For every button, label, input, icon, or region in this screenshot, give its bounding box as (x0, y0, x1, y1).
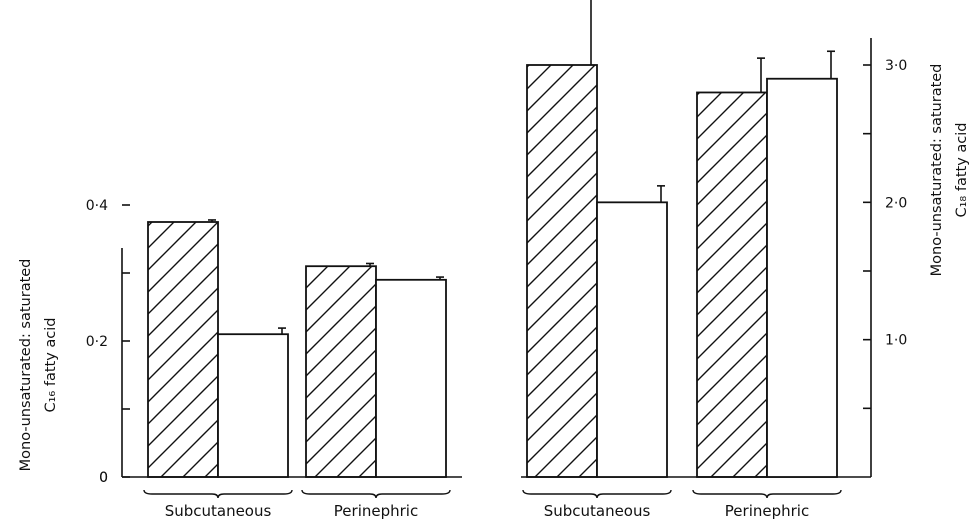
c18-y-tick-label: 3·0 (885, 58, 907, 74)
c18-bar-hatched-perinephric (696, 91, 768, 478)
c18-brace-subcutaneous (522, 489, 672, 499)
c16-brace-subcutaneous (143, 489, 293, 499)
c18-y-tick-label: 2·0 (885, 195, 907, 211)
c18-category-label-perinephric: Perinephric (725, 502, 809, 520)
c16-category-braces: Subcutaneous Perinephric (143, 489, 451, 520)
c16-category-label-subcutaneous: Subcutaneous (165, 502, 272, 520)
c16-y-tick-label: 0 (99, 470, 108, 486)
c18-brace-perinephric (692, 489, 842, 499)
c16-y-axis-label-line-1: Mono-unsaturated: saturated (18, 259, 34, 472)
c18-y-axis-label-line-1: Mono-unsaturated: saturated (929, 64, 945, 277)
c18-category-label-subcutaneous: Subcutaneous (544, 502, 651, 520)
c16-y-tick-label: 0·2 (86, 334, 108, 350)
c18-y-ticks: 1·0 2·0 3·0 (863, 58, 907, 410)
c16-bar-hatched-subcutaneous (147, 221, 219, 478)
c16-bar-open-subcutaneous (217, 333, 289, 478)
c18-bars (526, 0, 838, 478)
c16-y-ticks: 00·20·40 (86, 198, 130, 486)
c18-y-tick-label: 1·0 (885, 333, 907, 349)
c18-bar-open-perinephric (766, 77, 838, 478)
c18-bar-hatched-subcutaneous (526, 64, 598, 478)
c16-bar-hatched-perinephric (305, 265, 377, 478)
c16-y-tick-label: 0 (99, 470, 108, 486)
c16-y-tick-label: 0·4 (86, 198, 108, 214)
c16-bar-open-perinephric (375, 278, 447, 478)
c16-bars (147, 219, 447, 478)
c16-category-label-perinephric: Perinephric (334, 502, 418, 520)
c16-chart: 00·20·40 Subcutaneous Perinephric Mono-un… (18, 198, 462, 520)
c16-brace-perinephric (301, 489, 451, 499)
c16-y-axis-label-line-2: C₁₆ fatty acid (43, 317, 59, 412)
c18-bar-open-subcutaneous (596, 201, 668, 478)
c18-category-braces: Subcutaneous Perinephric (522, 489, 842, 520)
c18-y-axis-label-line-2: C₁₈ fatty acid (954, 122, 970, 217)
c18-chart: 1·0 2·0 3·0 Subcutaneous Perinephric Mono-u… (521, 0, 970, 520)
